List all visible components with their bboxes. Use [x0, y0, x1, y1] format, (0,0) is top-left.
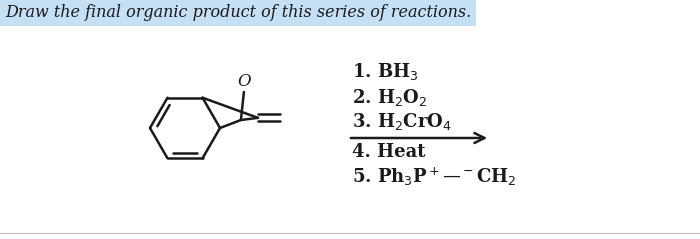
Text: 5. Ph$_3$P$^+$—$^-$CH$_2$: 5. Ph$_3$P$^+$—$^-$CH$_2$: [352, 166, 517, 188]
Text: 4. Heat: 4. Heat: [352, 143, 426, 161]
Text: 3. H$_2$CrO$_4$: 3. H$_2$CrO$_4$: [352, 110, 452, 131]
Text: 1. BH$_3$: 1. BH$_3$: [352, 61, 419, 82]
Text: O: O: [237, 73, 251, 90]
Text: Draw the final organic product of this series of reactions.: Draw the final organic product of this s…: [5, 4, 471, 21]
Text: 2. H$_2$O$_2$: 2. H$_2$O$_2$: [352, 87, 428, 108]
